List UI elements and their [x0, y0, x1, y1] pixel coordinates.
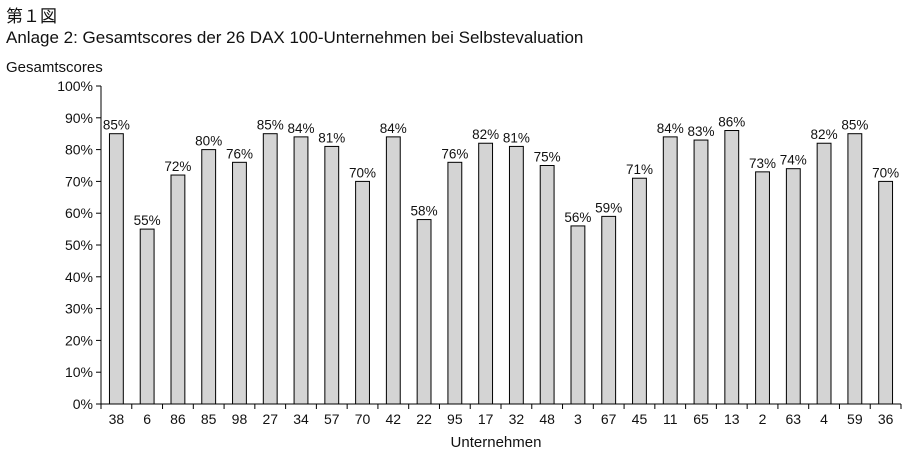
x-tick-label: 11 — [663, 411, 678, 427]
x-tick-label: 2 — [759, 411, 767, 427]
data-label: 82% — [811, 127, 838, 142]
bar — [570, 225, 586, 405]
data-label: 83% — [687, 124, 714, 139]
bar — [416, 219, 432, 405]
bar — [447, 161, 463, 405]
bar — [232, 161, 247, 405]
x-tick-label: 59 — [847, 411, 863, 427]
bar — [724, 130, 740, 405]
bar — [170, 174, 186, 405]
data-label: 81% — [503, 130, 530, 145]
y-tick-label: 20% — [65, 332, 93, 348]
x-tick-label: 57 — [324, 411, 340, 427]
data-label: 82% — [472, 127, 499, 142]
data-label: 72% — [164, 159, 191, 174]
data-label: 70% — [349, 165, 376, 180]
x-tick-label: 42 — [386, 411, 402, 427]
bar — [662, 136, 678, 405]
y-tick-label: 60% — [65, 205, 93, 221]
y-tick-label: 40% — [65, 269, 93, 285]
data-label: 75% — [534, 150, 561, 165]
chart-caption: Anlage 2: Gesamtscores der 26 DAX 100-Un… — [6, 28, 584, 47]
bar — [508, 145, 524, 405]
x-tick-label: 17 — [478, 411, 494, 427]
y-tick-label: 90% — [65, 110, 93, 126]
data-label: 85% — [257, 118, 284, 133]
data-label: 74% — [780, 153, 807, 168]
data-label: 70% — [872, 165, 899, 180]
y-tick-label: 50% — [65, 237, 93, 253]
y-axis-title: Gesamtscores — [6, 59, 103, 76]
y-tick-label: 0% — [73, 396, 93, 412]
x-tick-label: 22 — [416, 411, 432, 427]
x-tick-label: 65 — [693, 411, 709, 427]
x-tick-label: 70 — [355, 411, 371, 427]
x-axis-title: Unternehmen — [451, 434, 542, 451]
data-label: 84% — [287, 121, 314, 136]
x-tick-label: 34 — [293, 411, 309, 427]
data-label: 76% — [441, 146, 468, 161]
x-tick-label: 32 — [509, 411, 525, 427]
data-label: 80% — [195, 134, 222, 149]
x-tick-label: 6 — [143, 411, 151, 427]
data-label: 55% — [134, 213, 161, 228]
bar — [816, 142, 832, 405]
bar — [262, 133, 278, 405]
bar — [478, 142, 494, 405]
bar — [601, 215, 617, 405]
bar — [878, 180, 894, 405]
data-label: 56% — [564, 210, 591, 225]
bar — [847, 133, 863, 405]
y-tick-label: 80% — [65, 142, 93, 158]
x-tick-label: 98 — [232, 411, 248, 427]
y-tick-label: 10% — [65, 364, 93, 380]
bar — [632, 177, 647, 405]
y-tick-label: 30% — [65, 301, 93, 317]
bar — [693, 139, 709, 405]
x-tick-label: 85 — [201, 411, 217, 427]
data-label: 58% — [411, 204, 438, 219]
x-tick-label: 3 — [574, 411, 582, 427]
y-tick-label: 100% — [57, 78, 93, 94]
x-tick-label: 36 — [878, 411, 894, 427]
data-label: 71% — [626, 162, 653, 177]
data-label: 73% — [749, 156, 776, 171]
bar — [755, 171, 770, 405]
x-tick-label: 13 — [724, 411, 740, 427]
data-label: 81% — [318, 130, 345, 145]
x-tick-label: 48 — [539, 411, 555, 427]
data-label: 84% — [380, 121, 407, 136]
bar — [293, 136, 309, 405]
data-label: 59% — [595, 200, 622, 215]
data-label: 85% — [841, 118, 868, 133]
x-tick-label: 95 — [447, 411, 463, 427]
data-label: 84% — [657, 121, 684, 136]
y-tick-label: 70% — [65, 173, 93, 189]
x-tick-label: 38 — [109, 411, 125, 427]
bar — [139, 228, 155, 405]
data-label: 86% — [718, 115, 745, 130]
bar — [539, 165, 555, 405]
x-tick-label: 4 — [820, 411, 828, 427]
bar — [324, 145, 340, 405]
data-label: 85% — [103, 118, 130, 133]
figure-label: 第１図 — [6, 7, 57, 27]
bar — [785, 168, 801, 405]
x-tick-label: 67 — [601, 411, 617, 427]
bar — [108, 133, 124, 405]
x-tick-label: 27 — [262, 411, 278, 427]
x-tick-label: 63 — [786, 411, 802, 427]
bar — [201, 149, 217, 405]
bar — [355, 180, 370, 405]
data-label: 76% — [226, 146, 253, 161]
bar — [385, 136, 401, 405]
x-tick-label: 45 — [632, 411, 648, 427]
x-tick-label: 86 — [170, 411, 186, 427]
